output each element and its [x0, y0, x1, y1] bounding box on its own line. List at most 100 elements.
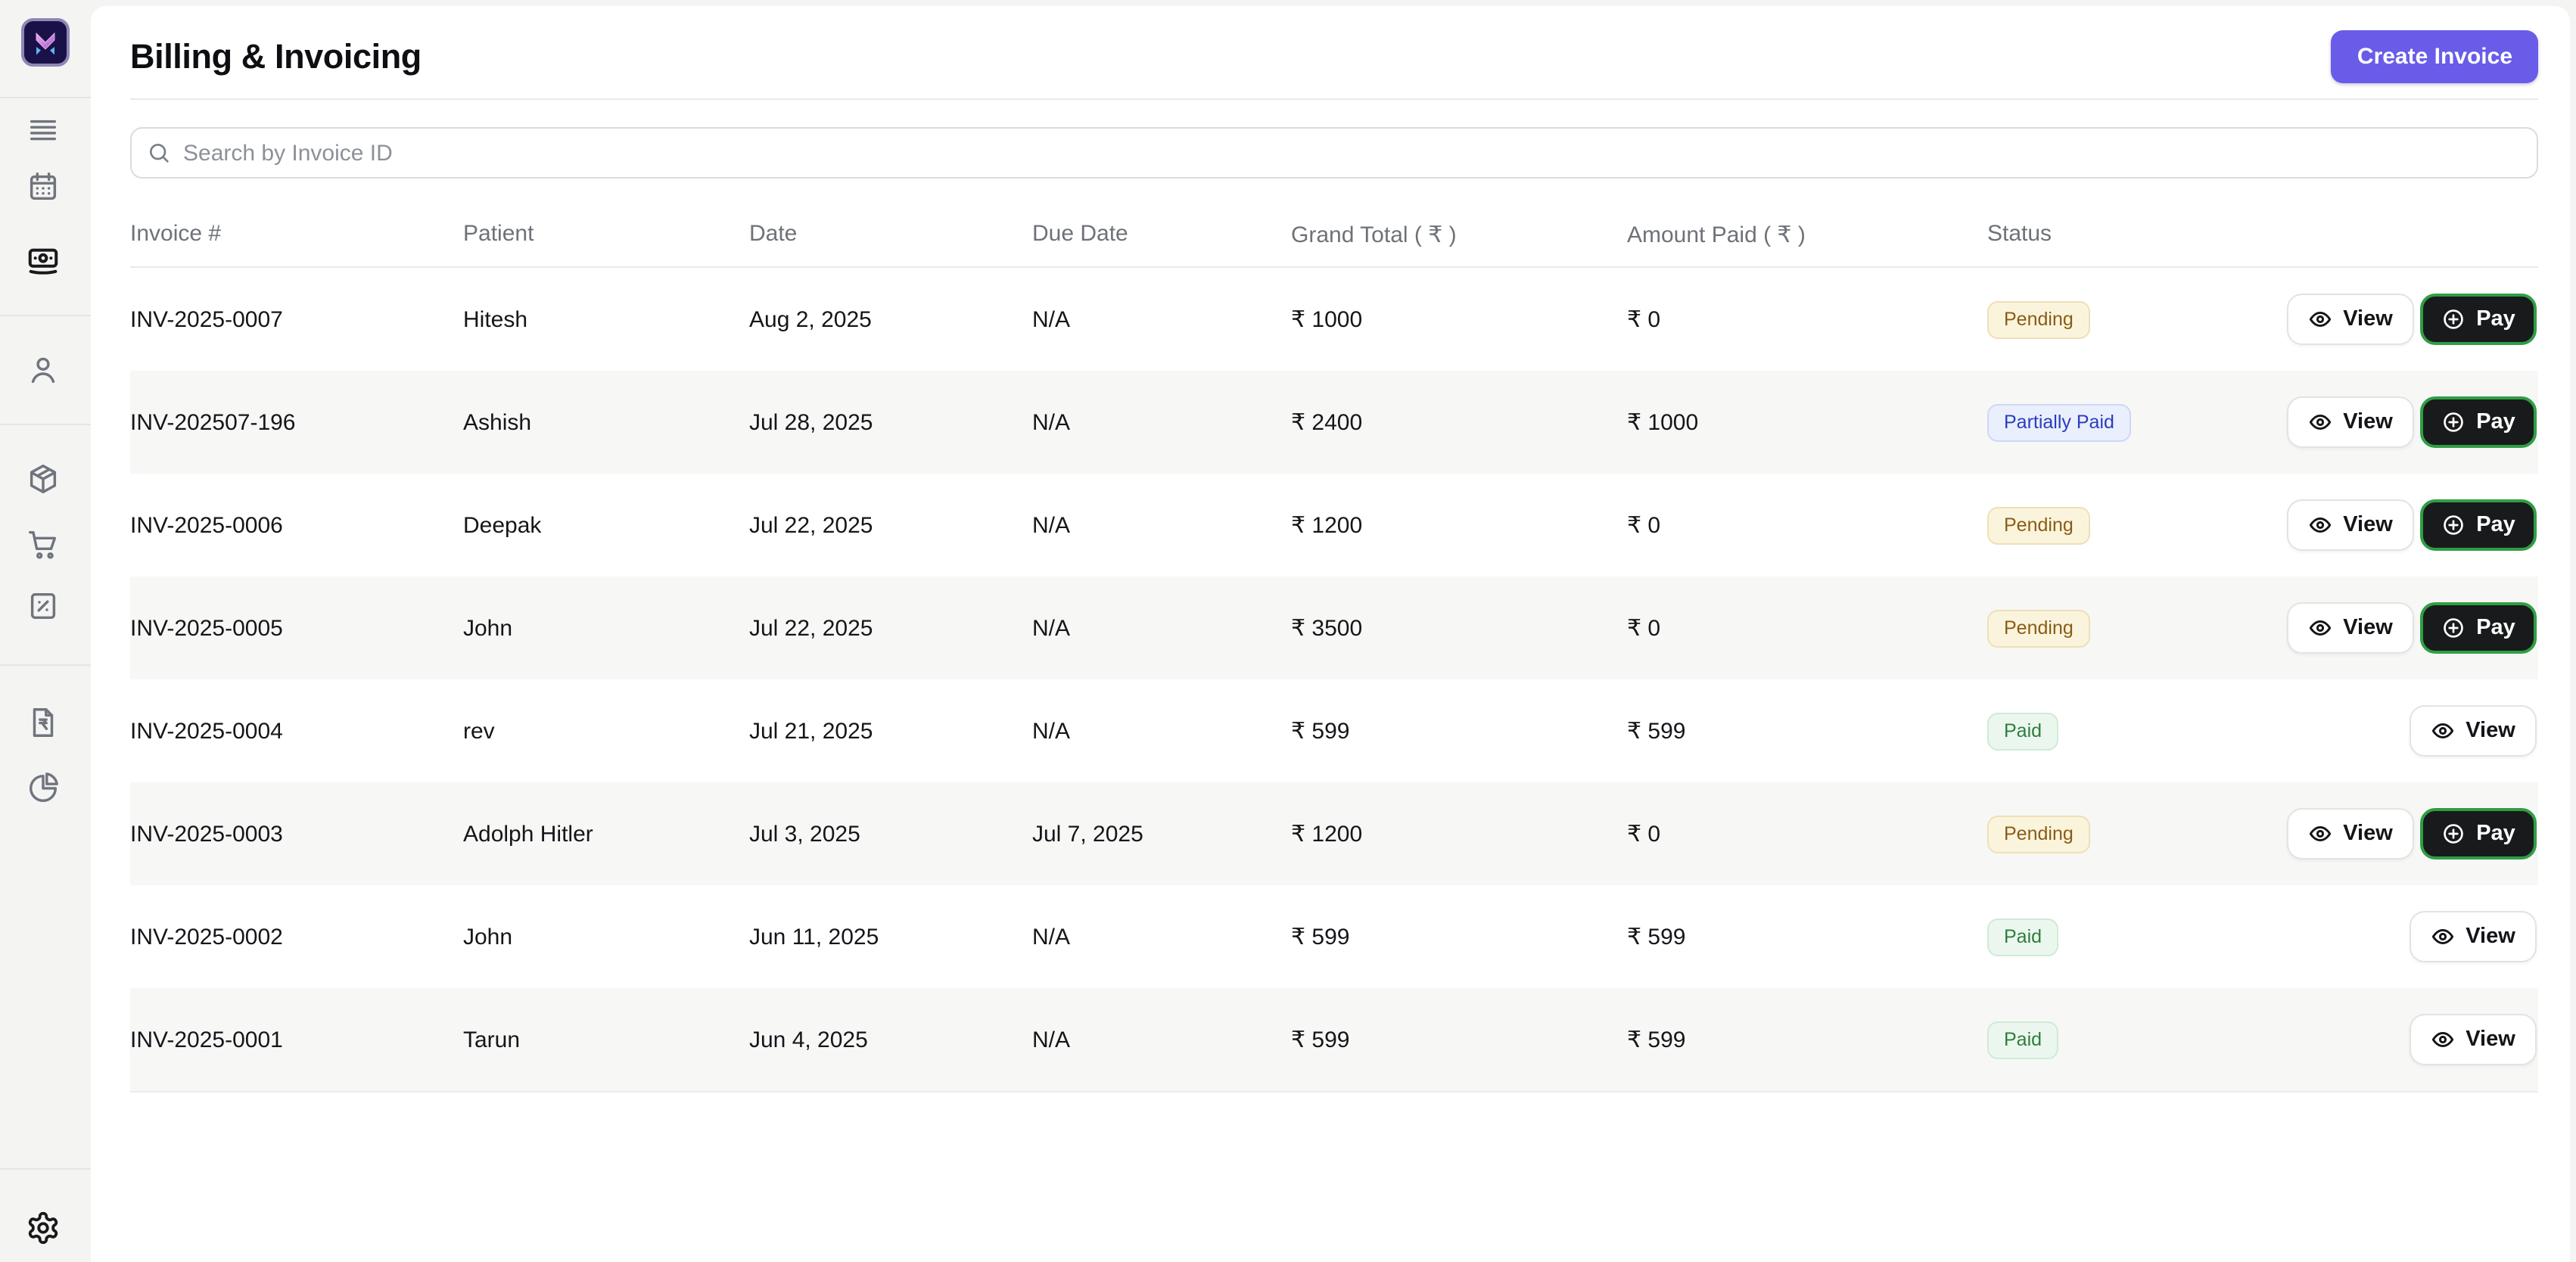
- grand-total-cell: ₹ 599: [1291, 925, 1350, 950]
- pay-button[interactable]: Pay: [2420, 499, 2537, 551]
- header-divider: [130, 98, 2538, 100]
- main-content: Billing & Invoicing Create Invoice Invoi…: [91, 6, 2570, 1262]
- view-button[interactable]: View: [2287, 294, 2414, 345]
- view-button[interactable]: View: [2287, 499, 2414, 551]
- inventory-package-icon: [29, 464, 56, 493]
- patient-cell: Hitesh: [463, 306, 528, 332]
- due-date-cell: N/A: [1032, 924, 1071, 950]
- view-button[interactable]: View: [2287, 396, 2414, 448]
- sidebar-item-billing[interactable]: [21, 239, 64, 281]
- status-badge: Paid: [1987, 1021, 2059, 1058]
- table-body: INV-2025-0007 Hitesh Aug 2, 2025 N/A ₹ 1…: [130, 268, 2538, 1091]
- pay-button[interactable]: Pay: [2420, 808, 2537, 859]
- sidebar-item-calendar[interactable]: [21, 165, 64, 207]
- eye-icon: [2310, 518, 2332, 533]
- eye-icon: [2310, 415, 2332, 430]
- eye-icon: [2432, 1032, 2454, 1047]
- col-header-due-date: Due Date: [1032, 221, 1128, 247]
- patients-user-icon: [30, 356, 54, 383]
- eye-icon: [2310, 826, 2332, 841]
- amount-paid-cell: ₹ 0: [1627, 616, 1661, 642]
- invoice-id-cell: INV-2025-0002: [130, 924, 283, 950]
- invoice-rupee-file-icon: [32, 707, 53, 736]
- invoice-table: Invoice # Patient Date Due Date Grand To…: [130, 201, 2538, 1093]
- sidebar-item-settings[interactable]: [21, 1206, 64, 1248]
- date-cell: Jul 22, 2025: [749, 615, 873, 641]
- status-cell: Pending: [1987, 300, 2282, 338]
- eye-icon: [2310, 620, 2332, 636]
- sidebar-divider: [0, 97, 91, 98]
- sidebar-divider: [0, 664, 91, 666]
- sidebar-item-discounts[interactable]: [21, 584, 64, 626]
- row-actions: View Pay: [2282, 294, 2538, 345]
- eye-icon: [2310, 312, 2332, 327]
- status-badge: Pending: [1987, 300, 2090, 338]
- due-date-cell: N/A: [1032, 512, 1071, 538]
- date-cell: Jul 3, 2025: [749, 821, 860, 847]
- search-bar: [130, 127, 2538, 179]
- sidebar-item-reports[interactable]: [21, 766, 64, 808]
- status-cell: Paid: [1987, 712, 2282, 750]
- calendar-icon: [29, 172, 56, 200]
- invoice-id-cell: INV-2025-0004: [130, 718, 283, 744]
- view-button[interactable]: View: [2410, 705, 2537, 757]
- date-cell: Jul 21, 2025: [749, 718, 873, 744]
- amount-paid-cell: ₹ 599: [1627, 719, 1686, 744]
- pay-button[interactable]: Pay: [2420, 294, 2537, 345]
- pay-button[interactable]: Pay: [2420, 602, 2537, 654]
- amount-paid-cell: ₹ 0: [1627, 513, 1661, 539]
- status-badge: Pending: [1987, 609, 2090, 647]
- app-logo[interactable]: [21, 18, 70, 67]
- date-cell: Jun 4, 2025: [749, 1027, 868, 1052]
- status-cell: Paid: [1987, 1021, 2282, 1058]
- sidebar-item-menu[interactable]: [21, 109, 64, 151]
- due-date-cell: N/A: [1032, 306, 1071, 332]
- pay-button-label: Pay: [2476, 410, 2515, 434]
- view-button[interactable]: View: [2287, 808, 2414, 859]
- view-button-label: View: [2343, 822, 2393, 846]
- create-invoice-button[interactable]: Create Invoice: [2331, 30, 2538, 83]
- status-cell: Pending: [1987, 609, 2282, 647]
- sidebar-item-inventory[interactable]: [21, 457, 64, 499]
- table-row: INV-2025-0003 Adolph Hitler Jul 3, 2025 …: [130, 782, 2538, 885]
- row-actions: View Pay: [2282, 705, 2538, 757]
- search-input[interactable]: [130, 127, 2538, 179]
- view-button-label: View: [2466, 925, 2515, 949]
- row-actions: View Pay: [2282, 602, 2538, 654]
- status-badge: Paid: [1987, 712, 2059, 750]
- amount-paid-cell: ₹ 0: [1627, 822, 1661, 847]
- status-badge: Pending: [1987, 506, 2090, 544]
- invoice-id-cell: INV-2025-0003: [130, 821, 283, 847]
- view-button[interactable]: View: [2410, 1014, 2537, 1065]
- sidebar-divider: [0, 1168, 91, 1170]
- plus-circle-icon: [2444, 824, 2463, 844]
- grand-total-cell: ₹ 1200: [1291, 822, 1363, 847]
- sidebar-item-invoices[interactable]: [21, 701, 64, 743]
- date-cell: Jun 11, 2025: [749, 924, 879, 950]
- plus-circle-icon: [2444, 618, 2463, 638]
- plus-circle-icon: [2444, 515, 2463, 535]
- status-cell: Pending: [1987, 815, 2282, 853]
- col-header-invoice: Invoice #: [130, 221, 222, 247]
- orders-cart-icon: [28, 530, 56, 558]
- receipt-percent-icon: [30, 592, 55, 619]
- view-button-label: View: [2343, 616, 2393, 640]
- row-actions: View Pay: [2282, 499, 2538, 551]
- invoice-id-cell: INV-2025-0001: [130, 1027, 283, 1052]
- pay-button-label: Pay: [2476, 822, 2515, 846]
- status-badge: Paid: [1987, 918, 2059, 956]
- col-header-date: Date: [749, 221, 798, 247]
- settings-gear-icon: [27, 1211, 58, 1244]
- patient-cell: John: [463, 615, 513, 641]
- reports-pie-chart-icon: [29, 772, 58, 801]
- view-button[interactable]: View: [2287, 602, 2414, 654]
- pay-button-label: Pay: [2476, 616, 2515, 640]
- table-row: INV-2025-0004 rev Jul 21, 2025 N/A ₹ 599…: [130, 679, 2538, 782]
- view-button-label: View: [2343, 410, 2393, 434]
- sidebar-item-orders[interactable]: [21, 522, 64, 564]
- pay-button[interactable]: Pay: [2420, 396, 2537, 448]
- view-button[interactable]: View: [2410, 911, 2537, 962]
- table-header-row: Invoice # Patient Date Due Date Grand To…: [130, 201, 2538, 268]
- table-row: INV-2025-0001 Tarun Jun 4, 2025 N/A ₹ 59…: [130, 988, 2538, 1091]
- sidebar-item-patients[interactable]: [21, 348, 64, 390]
